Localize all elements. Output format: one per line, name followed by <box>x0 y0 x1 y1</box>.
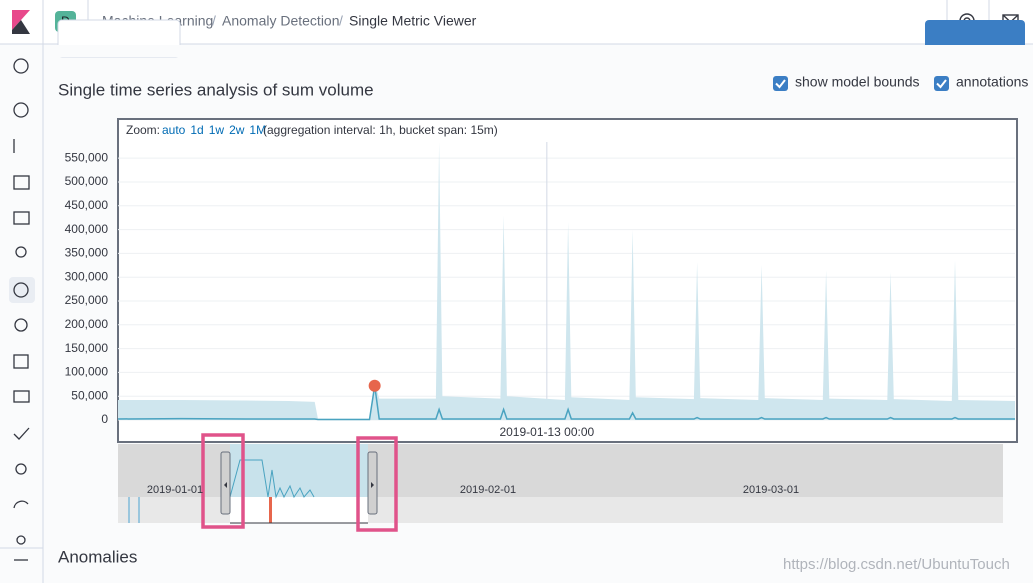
zoom-option[interactable]: auto <box>162 123 186 137</box>
watermark: https://blog.csdn.net/UbuntuTouch <box>783 556 1010 573</box>
checkmark <box>936 79 947 89</box>
swimlane-cell <box>138 497 140 523</box>
nav-canvas[interactable] <box>13 211 30 225</box>
navigator-line <box>229 459 315 499</box>
section-title: Anomalies <box>58 547 137 566</box>
navigator-selection-swimlane <box>230 497 368 523</box>
zoom-option[interactable]: 1w <box>209 123 225 137</box>
checkbox-label[interactable]: show model bounds <box>795 74 920 90</box>
nav-ml <box>13 282 29 298</box>
zoom-option[interactable]: 2w <box>229 123 245 137</box>
navigator-selection <box>230 444 368 497</box>
swimlane-anomaly <box>269 497 272 523</box>
y-tick-label: 150,000 <box>65 341 109 355</box>
nav-uptime[interactable] <box>13 427 30 440</box>
nav-discover[interactable] <box>13 102 29 118</box>
y-tick-label: 250,000 <box>65 293 109 307</box>
brush-handle-left[interactable] <box>220 451 231 515</box>
y-tick-label: 300,000 <box>65 269 109 283</box>
nav-logs[interactable] <box>13 354 29 369</box>
breadcrumb-separator: / <box>212 13 216 29</box>
nav-graph[interactable] <box>15 463 27 475</box>
nav-recent[interactable] <box>13 58 29 74</box>
zoom-option[interactable]: 1M <box>249 123 266 137</box>
x-tick-label: 2019-01-13 00:00 <box>499 425 594 439</box>
y-tick-label: 350,000 <box>65 246 109 260</box>
nav-apm[interactable] <box>13 390 30 403</box>
highlight-box <box>356 436 398 532</box>
kibana-logo[interactable] <box>12 10 30 34</box>
plot: 0 50,000 100,000 150,000 200,000 250,000 300,0… <box>65 142 1015 439</box>
y-tick-label: 550,000 <box>65 150 109 164</box>
model-bounds-area <box>118 142 1015 420</box>
highlight-box <box>201 433 245 529</box>
y-tick-label: 400,000 <box>65 222 109 236</box>
y-tick-label: 200,000 <box>65 317 109 331</box>
y-tick-label: 50,000 <box>71 388 108 402</box>
zoom-options: auto 1d 1w 2w 1M <box>162 123 266 137</box>
y-tick-label: 0 <box>101 412 108 426</box>
navigator-label: 2019-01-01 <box>147 484 203 496</box>
breadcrumb-separator: / <box>339 13 343 29</box>
navigator-label: 2019-02-01 <box>460 484 516 496</box>
y-tick-label: 100,000 <box>65 365 109 379</box>
sidebar <box>9 58 35 561</box>
anomaly-marker <box>368 379 381 392</box>
swimlane-cell <box>128 497 130 523</box>
logo-bottom <box>12 20 30 34</box>
scroll-cut <box>44 45 1033 57</box>
nav-ml-active[interactable] <box>9 277 35 303</box>
checkbox[interactable] <box>934 76 949 91</box>
navigator-label: 2019-03-01 <box>743 484 799 496</box>
handle-arrow <box>224 482 227 488</box>
y-tick-label: 500,000 <box>65 174 109 188</box>
brush-handle-right[interactable] <box>367 451 378 515</box>
breadcrumb-current: Single Metric Viewer <box>349 13 477 29</box>
checkbox[interactable] <box>773 76 788 91</box>
breadcrumb[interactable]: Anomaly Detection <box>222 13 340 29</box>
checkbox-label[interactable]: annotations <box>956 74 1028 90</box>
nav-management[interactable] <box>16 535 26 545</box>
zoom-label: Zoom: <box>126 123 160 137</box>
aggregation-note: (aggregation interval: 1h, bucket span: … <box>263 123 498 137</box>
chart-title: Single time series analysis of sum volum… <box>58 80 374 99</box>
nav-maps[interactable] <box>15 246 27 258</box>
nav-infra[interactable] <box>14 318 28 332</box>
series-line <box>117 385 1015 421</box>
y-tick-label: 450,000 <box>65 198 109 212</box>
zoom-option[interactable]: 1d <box>190 123 203 137</box>
navigator: 2019-01-01 2019-02-01 2019-03-01 <box>118 433 1003 532</box>
checkmark <box>775 79 786 89</box>
handle-arrow <box>371 482 374 488</box>
nav-dashboard[interactable] <box>13 175 30 190</box>
nav-monitoring[interactable] <box>13 500 29 509</box>
